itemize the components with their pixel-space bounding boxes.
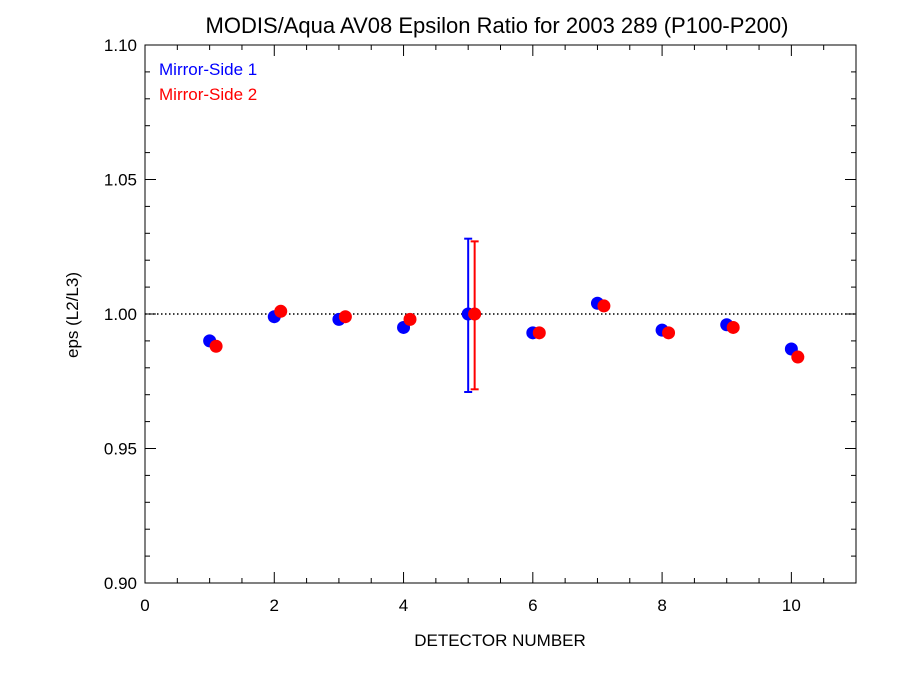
data-point	[274, 304, 288, 318]
chart-title: MODIS/Aqua AV08 Epsilon Ratio for 2003 2…	[206, 13, 789, 38]
legend-entry: Mirror-Side 1	[159, 60, 257, 79]
x-tick-label: 10	[782, 596, 801, 615]
y-axis-title: eps (L2/L3)	[63, 272, 82, 358]
y-tick-label: 1.05	[104, 171, 137, 190]
x-tick-label: 6	[528, 596, 537, 615]
legend: Mirror-Side 1 Mirror-Side 2	[159, 60, 257, 104]
data-point	[532, 326, 546, 340]
x-tick-label: 8	[657, 596, 666, 615]
x-tick-label: 4	[399, 596, 408, 615]
x-axis-title: DETECTOR NUMBER	[414, 631, 586, 650]
data-point	[468, 307, 482, 321]
y-tick-label: 0.90	[104, 574, 137, 593]
legend-entry: Mirror-Side 2	[159, 85, 257, 104]
x-tick-label: 0	[140, 596, 149, 615]
data-point	[597, 299, 611, 313]
x-tick-label: 2	[270, 596, 279, 615]
y-tick-label: 1.10	[104, 36, 137, 55]
data-point	[209, 339, 223, 353]
y-tick-label: 0.95	[104, 440, 137, 459]
data-point	[403, 312, 417, 326]
data-point	[726, 320, 740, 334]
data-point	[338, 310, 352, 324]
data-point	[791, 350, 805, 364]
y-tick-label: 1.00	[104, 305, 137, 324]
data-point	[662, 326, 676, 340]
plot-area: 0 2 4 6 8 10 0.90 0.95 1.00 1.05 1.10	[104, 36, 857, 615]
